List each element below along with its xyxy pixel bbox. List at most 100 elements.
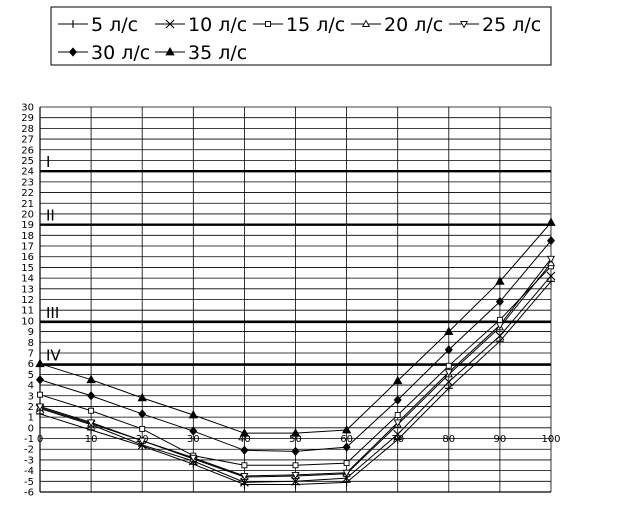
y-tick-label-18: 12 <box>21 295 34 306</box>
legend-swatch-marker-5 <box>459 21 469 29</box>
legend-label-4: 20 л/с <box>384 14 443 36</box>
series-1-point-6 <box>342 478 351 487</box>
series-1-point-1 <box>87 425 96 434</box>
legend-label-5: 25 л/с <box>482 14 541 36</box>
series-3-point-2 <box>139 425 146 432</box>
legend-swatch-marker-4 <box>361 19 371 27</box>
y-tick-label-15: 9 <box>28 327 34 338</box>
legend-swatch-marker-1 <box>69 20 77 28</box>
y-tick-label-13: 7 <box>28 348 34 359</box>
series-7-point-8 <box>444 326 454 335</box>
series-6-point-1 <box>87 391 96 401</box>
series-7-point-4 <box>239 428 250 437</box>
series-5-point-5 <box>291 471 300 480</box>
y-tick-label-11: 5 <box>28 370 34 381</box>
x-tick-label-6: 60 <box>340 434 353 445</box>
x-tick-label-4: 40 <box>238 434 251 445</box>
series-7-point-2 <box>137 392 147 402</box>
series-7-point-10 <box>546 217 556 226</box>
series-5-point-2 <box>138 437 147 446</box>
series-5-point-0 <box>35 403 45 411</box>
y-tick-label-30: 24 <box>21 167 34 178</box>
legend-label-6: 30 л/с <box>91 42 150 64</box>
series-7-point-5 <box>290 428 301 437</box>
series-3-point-5 <box>292 462 299 469</box>
x-tick-label-9: 90 <box>494 434 507 445</box>
series-6 <box>35 236 556 456</box>
series-7-point-0 <box>35 358 45 368</box>
series-5-point-7 <box>393 419 402 427</box>
y-tick-label-36: 30 <box>21 103 34 114</box>
legend-item-1: 5 л/с <box>58 14 138 36</box>
legend-item-3: 15 л/с <box>253 14 345 36</box>
y-tick-label-33: 27 <box>21 135 34 146</box>
y-tick-label-9: 3 <box>28 391 34 402</box>
series-6-point-4 <box>240 445 249 455</box>
series-2-point-10 <box>546 271 556 281</box>
series-3-point-9 <box>496 316 503 323</box>
y-tick-label-8: 2 <box>28 402 34 413</box>
series-7-point-6 <box>341 424 352 434</box>
y-tick-label-7: 1 <box>28 413 34 424</box>
x-tick-label-3: 30 <box>187 434 200 445</box>
series-7 <box>35 217 556 437</box>
series-2-point-7 <box>393 429 403 439</box>
series-3-point-8 <box>445 362 452 369</box>
y-tick-label-27: 21 <box>21 199 34 210</box>
legend-label-7: 35 л/с <box>188 42 247 64</box>
y-tick-label-22: 16 <box>21 252 34 263</box>
series-5-point-3 <box>189 454 198 463</box>
legend-label-3: 15 л/с <box>286 14 345 36</box>
y-tick-label-6: 0 <box>28 423 34 434</box>
series-1-point-0 <box>36 409 44 418</box>
y-tick-label-1: -5 <box>24 477 34 488</box>
series-5-point-8 <box>444 369 453 377</box>
series-6-point-9 <box>495 297 504 307</box>
y-tick-label-32: 26 <box>21 145 34 156</box>
y-tick-label-10: 4 <box>28 381 34 392</box>
series-1-point-8 <box>444 384 453 393</box>
series-3-point-4 <box>241 462 248 469</box>
legend-item-6: 30 л/с <box>58 42 150 64</box>
y-tick-label-17: 11 <box>21 306 34 317</box>
series-6-point-2 <box>138 409 147 419</box>
legend-swatch-marker-2 <box>165 19 175 29</box>
reference-line-label-4: IV <box>46 347 61 365</box>
series-1 <box>36 277 555 489</box>
series-2-point-8 <box>444 377 454 387</box>
y-tick-label-34: 28 <box>21 124 34 135</box>
series-5-point-9 <box>495 322 504 330</box>
series-6-point-3 <box>189 426 198 436</box>
y-tick-label-23: 17 <box>21 242 34 253</box>
reference-line-label-1: I <box>46 153 50 171</box>
legend-label-1: 5 л/с <box>91 14 138 36</box>
legend-item-5: 25 л/с <box>449 14 541 36</box>
series-3-point-6 <box>343 460 350 467</box>
series-2-point-9 <box>495 331 505 341</box>
legend-label-2: 10 л/с <box>188 14 247 36</box>
series-7-point-7 <box>393 375 403 385</box>
series-7-point-1 <box>86 374 96 384</box>
y-tick-label-5: -1 <box>24 434 34 445</box>
y-tick-label-20: 14 <box>21 274 34 285</box>
series-5-point-6 <box>342 469 351 478</box>
legend-swatch-marker-6 <box>68 47 78 57</box>
y-tick-label-14: 8 <box>28 338 34 349</box>
series-5-point-4 <box>240 473 249 481</box>
y-tick-label-4: -2 <box>24 445 34 456</box>
reference-line-label-2: II <box>46 207 55 225</box>
y-tick-label-16: 10 <box>21 316 34 327</box>
y-tick-label-19: 13 <box>21 284 34 295</box>
y-tick-label-25: 19 <box>21 220 34 231</box>
y-tick-label-28: 22 <box>21 188 34 199</box>
series-6-point-6 <box>342 442 351 452</box>
series-1-point-9 <box>495 337 504 346</box>
series-1-point-7 <box>393 435 402 444</box>
y-tick-label-12: 6 <box>28 359 34 370</box>
series-3-point-7 <box>394 412 401 418</box>
y-tick-label-26: 20 <box>21 209 34 220</box>
y-tick-label-3: -3 <box>24 455 34 466</box>
